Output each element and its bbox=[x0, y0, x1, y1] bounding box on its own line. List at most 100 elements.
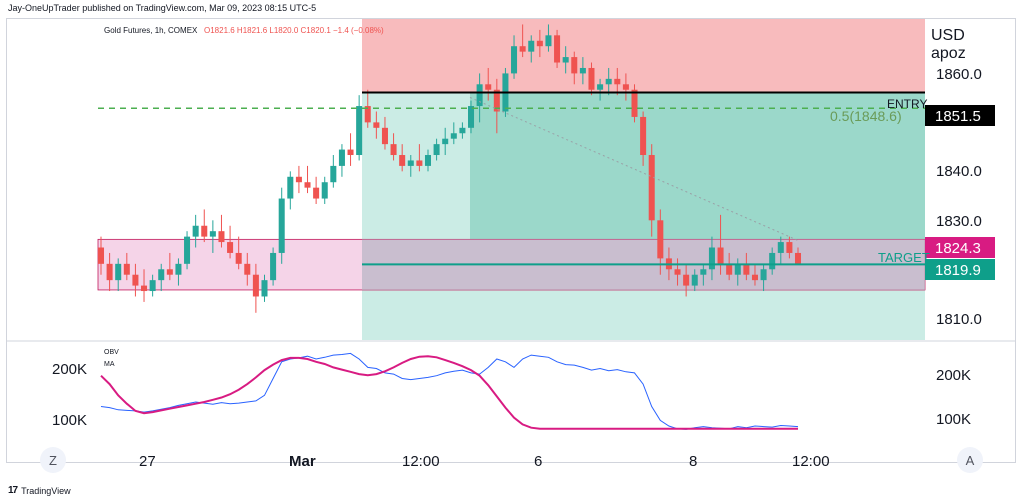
candle-body bbox=[399, 155, 406, 166]
chart-frame bbox=[6, 18, 1016, 463]
candle-body bbox=[287, 176, 294, 199]
time-tick: Mar bbox=[289, 453, 316, 470]
candle-body bbox=[442, 138, 449, 145]
candle-body bbox=[321, 182, 328, 199]
time-tick: 8 bbox=[689, 453, 697, 470]
candle-body bbox=[235, 252, 242, 264]
candle-body bbox=[106, 263, 113, 281]
time-tick: 12:00 bbox=[402, 453, 440, 470]
target-label: TARGET bbox=[878, 250, 930, 265]
candle-body bbox=[743, 263, 750, 275]
price-tick: 1830.0 bbox=[936, 213, 982, 230]
price-levels bbox=[98, 91, 925, 266]
candle-body bbox=[631, 89, 638, 117]
candle-body bbox=[295, 176, 302, 183]
candle-body bbox=[158, 269, 165, 281]
candle-body bbox=[468, 106, 475, 128]
candle-body bbox=[381, 127, 388, 145]
obv-ma-line bbox=[100, 355, 798, 430]
candle-body bbox=[588, 67, 595, 90]
target-price-badge bbox=[925, 259, 995, 280]
candle-body bbox=[347, 149, 354, 156]
stop-loss-zone bbox=[362, 19, 925, 93]
candle-body bbox=[330, 165, 337, 183]
candle-body bbox=[364, 106, 371, 123]
candle-body bbox=[373, 122, 380, 128]
indicator-tick-left: 100K bbox=[52, 412, 87, 429]
candle-body bbox=[459, 127, 466, 134]
current-price-text: 1824.3 bbox=[935, 240, 981, 257]
candle-body bbox=[252, 274, 259, 297]
candle-body bbox=[209, 231, 216, 237]
entry-label: ENTRY bbox=[887, 97, 927, 111]
candle-body bbox=[278, 198, 285, 253]
candle-body bbox=[201, 225, 208, 237]
current-price-badge bbox=[925, 237, 995, 258]
candle-body bbox=[640, 116, 647, 156]
indicator-tick-left: 200K bbox=[52, 361, 87, 378]
candle-body bbox=[777, 242, 784, 253]
profit-zone bbox=[470, 92, 925, 240]
candle-body bbox=[528, 40, 535, 52]
indicator-tick-right: 200K bbox=[936, 367, 971, 384]
candle-body bbox=[786, 242, 793, 253]
price-tick: 1810.0 bbox=[936, 311, 982, 328]
target-price-text: 1819.9 bbox=[935, 262, 981, 279]
entry-price-badge bbox=[925, 105, 995, 126]
candle-body bbox=[622, 84, 629, 90]
candle-body bbox=[674, 269, 681, 275]
candle-body bbox=[545, 35, 552, 47]
candle-body bbox=[751, 274, 758, 281]
price-tick: 1860.0 bbox=[936, 66, 982, 83]
candle-body bbox=[141, 285, 148, 292]
candle-body bbox=[270, 252, 277, 281]
candle-body bbox=[614, 78, 621, 85]
candle-body bbox=[123, 263, 130, 275]
candle-body bbox=[794, 252, 802, 264]
candle-body bbox=[769, 252, 776, 270]
candle-body bbox=[579, 67, 586, 74]
candle-body bbox=[192, 225, 199, 237]
candle-body bbox=[227, 242, 234, 253]
obv-indicator bbox=[6, 340, 1016, 430]
symbol-legend: Gold Futures, 1h, COMEX bbox=[104, 26, 198, 35]
currency-label: USD bbox=[931, 27, 965, 44]
timezone-button[interactable]: Z bbox=[40, 447, 66, 473]
indicator-tick-right: 100K bbox=[936, 411, 971, 428]
entry-price-text: 1851.5 bbox=[935, 108, 981, 125]
candle-body bbox=[597, 84, 604, 90]
candle-body bbox=[313, 187, 320, 199]
obv-line bbox=[100, 352, 799, 430]
time-tick: 27 bbox=[139, 453, 156, 470]
candle-body bbox=[562, 57, 569, 63]
tradingview-logo-icon: 17 bbox=[8, 485, 18, 496]
candle-body bbox=[657, 220, 664, 259]
timezone-button-label: Z bbox=[49, 452, 57, 468]
candle-body bbox=[708, 247, 715, 270]
candle-body bbox=[734, 263, 741, 275]
time-tick: 6 bbox=[534, 453, 542, 470]
ma-legend: MA bbox=[104, 361, 115, 368]
candle-body bbox=[450, 133, 457, 139]
candle-body bbox=[166, 269, 173, 275]
candle-body bbox=[338, 149, 345, 166]
candle-body bbox=[356, 106, 363, 156]
candle-body bbox=[132, 274, 139, 286]
publisher-header: Jay-OneUpTrader published on TradingView… bbox=[8, 3, 317, 13]
candle-body bbox=[304, 182, 311, 188]
ohlc-legend: O1821.6 H1821.6 L1820.0 C1820.1 −1.4 (−0… bbox=[204, 26, 384, 35]
candle-body bbox=[511, 46, 518, 74]
auto-scale-button[interactable]: A bbox=[957, 447, 983, 473]
candle-body bbox=[571, 57, 578, 74]
candle-body bbox=[485, 84, 492, 90]
candle-body bbox=[407, 160, 414, 166]
candle-body bbox=[717, 247, 724, 264]
candle-body bbox=[149, 280, 156, 292]
fib-label: 0.5(1848.6) bbox=[830, 108, 902, 124]
candle-body bbox=[175, 263, 182, 275]
candle-body bbox=[726, 263, 733, 275]
candle-body bbox=[554, 35, 561, 63]
time-tick: 12:00 bbox=[792, 453, 830, 470]
candle-body bbox=[244, 263, 251, 275]
